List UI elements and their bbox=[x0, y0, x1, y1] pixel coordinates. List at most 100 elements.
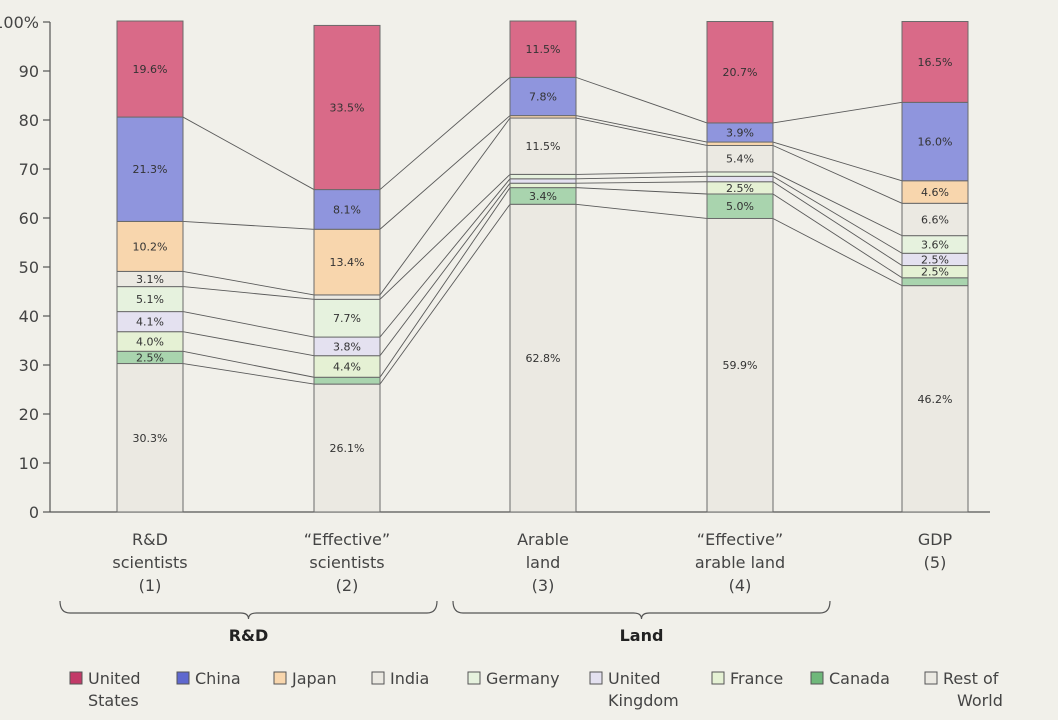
data-label-canada: 2.5% bbox=[136, 351, 164, 364]
data-label-rest-of-world: 62.8% bbox=[526, 352, 561, 365]
connector-united-kingdom bbox=[772, 175, 903, 254]
data-label-united-states: 20.7% bbox=[723, 66, 758, 79]
data-label-rest-of-world: 26.1% bbox=[330, 442, 365, 455]
legend-swatch bbox=[176, 671, 190, 685]
legend-label: United States bbox=[88, 669, 141, 710]
bar-segment-united-states bbox=[313, 24, 381, 191]
data-label-france: 4.0% bbox=[136, 335, 164, 348]
legend-item-china: China bbox=[176, 669, 241, 688]
connector-france bbox=[772, 181, 903, 266]
connector-india bbox=[772, 145, 903, 204]
connector-japan bbox=[575, 115, 708, 143]
connector-united-kingdom bbox=[575, 175, 708, 180]
legend-label: Canada bbox=[829, 669, 890, 688]
bar-segment-rest-of-world bbox=[706, 217, 774, 513]
connector-india bbox=[575, 117, 708, 146]
bar-segment-india bbox=[509, 117, 577, 175]
bars: 30.3% 2.5% 4.0% 4.1% 5.1% 3.1% 10.2% 21.3% 19.6%… bbox=[116, 20, 969, 513]
connector-china bbox=[182, 116, 315, 190]
connector-france bbox=[575, 181, 708, 184]
connector-japan bbox=[772, 141, 903, 182]
y-tick-label: 30 bbox=[19, 356, 39, 375]
legend-item-india: India bbox=[371, 669, 429, 688]
bar-segment-united-states bbox=[116, 20, 184, 118]
data-label-japan: 13.4% bbox=[330, 256, 365, 269]
data-label-germany: 3.6% bbox=[921, 238, 949, 251]
connector-germany bbox=[575, 171, 708, 175]
bar-segment-canada bbox=[313, 376, 381, 385]
bar-segment-united-states bbox=[901, 21, 969, 103]
data-label-japan: 4.6% bbox=[921, 186, 949, 199]
bar-segment-india bbox=[706, 144, 774, 173]
legend-item-united-states: United States bbox=[69, 669, 141, 710]
bar-segment-germany bbox=[509, 173, 577, 180]
bar-segment-united-states bbox=[706, 21, 774, 124]
legend-item-germany: Germany bbox=[467, 669, 560, 688]
legend-item-japan: Japan bbox=[273, 669, 337, 688]
connector-canada bbox=[772, 193, 903, 279]
bar-segment-rest-of-world bbox=[509, 203, 577, 513]
connector-rest-of-world bbox=[575, 203, 708, 219]
bar-segment-canada bbox=[901, 277, 969, 287]
data-label-united-states: 33.5% bbox=[330, 102, 365, 115]
connector-canada bbox=[575, 187, 708, 195]
data-label-united-kingdom: 2.5% bbox=[921, 253, 949, 266]
data-label-rest-of-world: 30.3% bbox=[133, 432, 168, 445]
legend-swatch bbox=[924, 671, 938, 685]
legend-label: United Kingdom bbox=[608, 669, 679, 710]
y-tick-label: 10 bbox=[19, 454, 39, 473]
data-label-china: 8.1% bbox=[333, 203, 361, 216]
legend: United States China Japan India Germany United… bbox=[69, 669, 1003, 710]
connector-france bbox=[182, 331, 315, 357]
data-label-united-kingdom: 3.8% bbox=[333, 340, 361, 353]
data-label-germany: 5.1% bbox=[136, 293, 164, 306]
bar-3: 62.8% 3.4% 11.5% 7.8% 11.5% bbox=[509, 20, 577, 513]
bar-segment-united-states bbox=[509, 20, 577, 78]
data-label-japan: 10.2% bbox=[133, 240, 168, 253]
data-label-india: 5.4% bbox=[726, 153, 754, 166]
connector-japan bbox=[182, 220, 315, 230]
x-axis-labels: R&D scientists (1) “Effective” scientists (2)… bbox=[112, 530, 952, 595]
data-label-united-states: 19.6% bbox=[133, 63, 168, 76]
group-bracket bbox=[452, 600, 831, 620]
data-label-canada: 3.4% bbox=[529, 190, 557, 203]
bar-segment-france bbox=[509, 182, 577, 189]
legend-item-france: France bbox=[711, 669, 783, 688]
legend-label: Japan bbox=[291, 669, 337, 688]
data-label-india: 3.1% bbox=[136, 273, 164, 286]
connector-rest-of-world bbox=[772, 218, 903, 287]
y-tick-label: 90 bbox=[19, 62, 39, 81]
y-tick-label: 70 bbox=[19, 160, 39, 179]
connector-india bbox=[379, 117, 511, 296]
y-tick-label: 80 bbox=[19, 111, 39, 130]
group-brackets: R&D Land bbox=[59, 600, 831, 645]
legend-item-united-kingdom: United Kingdom bbox=[589, 669, 679, 710]
bar-segment-canada bbox=[706, 193, 774, 219]
legend-item-rest-of-world: Rest of World bbox=[924, 669, 1003, 710]
data-label-china: 16.0% bbox=[918, 136, 953, 149]
legend-label: Germany bbox=[486, 669, 560, 688]
connector-rest-of-world bbox=[182, 363, 315, 385]
connector-canada bbox=[379, 187, 511, 378]
bar-segment-india bbox=[313, 294, 381, 300]
legend-swatch bbox=[467, 671, 481, 685]
category-label: R&D scientists (1) bbox=[112, 530, 187, 595]
data-label-france: 2.5% bbox=[921, 266, 949, 279]
legend-label: China bbox=[195, 669, 241, 688]
data-label-rest-of-world: 59.9% bbox=[723, 359, 758, 372]
legend-swatch bbox=[371, 671, 385, 685]
category-label: GDP (5) bbox=[918, 530, 953, 572]
legend-label: France bbox=[730, 669, 783, 688]
bar-segment-germany bbox=[706, 171, 774, 177]
y-tick-label: 60 bbox=[19, 209, 39, 228]
connector-china bbox=[772, 101, 903, 124]
data-label-india: 11.5% bbox=[526, 140, 561, 153]
bar-segment-japan bbox=[116, 220, 184, 272]
connector-india bbox=[182, 270, 315, 296]
data-label-china: 3.9% bbox=[726, 126, 754, 139]
legend-swatch bbox=[810, 671, 824, 685]
connector-japan bbox=[379, 115, 511, 230]
bar-segment-rest-of-world bbox=[313, 383, 381, 513]
bar-2: 26.1% 4.4% 3.8% 7.7% 13.4% 8.1% 33.5% bbox=[313, 24, 381, 513]
